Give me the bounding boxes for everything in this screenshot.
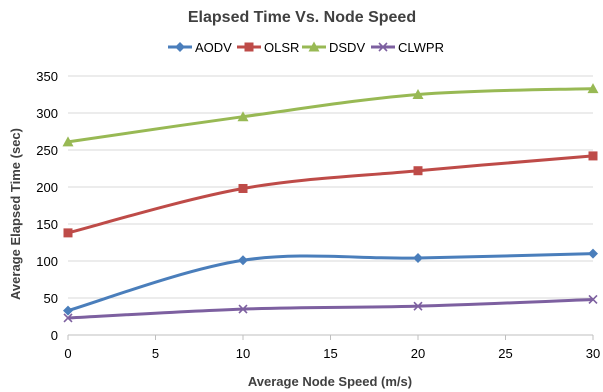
data-point-clwpr [63, 313, 73, 323]
x-tick-label: 25 [498, 346, 512, 361]
axes [67, 334, 594, 340]
legend-label: CLWPR [398, 40, 444, 55]
data-point-aodv [63, 305, 73, 316]
x-tick-label: 10 [236, 346, 250, 361]
legend: AODV OLSR DSDV CLWPR [168, 40, 444, 55]
legend-marker-aodv [175, 42, 185, 52]
legend-marker-clwpr [378, 42, 388, 52]
data-point-dsdv [62, 136, 74, 147]
series-dsdv [62, 83, 599, 147]
data-point-olsr [63, 228, 73, 238]
x-tick-labels: 0 5 10 15 20 25 30 [64, 346, 600, 361]
legend-item-clwpr: CLWPR [371, 40, 444, 55]
data-point-dsdv [412, 89, 424, 99]
x-tick-label: 30 [586, 346, 600, 361]
y-tick-labels: 0 50 100 150 200 250 300 350 [36, 69, 58, 343]
series-line-olsr [67, 154, 594, 235]
series-aodv [63, 248, 598, 316]
series-olsr [63, 151, 598, 238]
y-tick-label: 250 [36, 143, 58, 158]
series-line-clwpr [67, 297, 594, 320]
y-tick-label: 150 [36, 217, 58, 232]
data-point-clwpr [588, 294, 598, 305]
y-tick-label: 200 [36, 180, 58, 195]
data-point-aodv [238, 255, 248, 266]
chart-title: Elapsed Time Vs. Node Speed [188, 9, 416, 26]
series-line-dsdv [67, 87, 594, 144]
legend-item-dsdv: DSDV [302, 40, 365, 55]
data-point-aodv [588, 248, 598, 259]
legend-label: OLSR [264, 40, 299, 55]
x-axis-title: Average Node Speed (m/s) [248, 374, 412, 389]
y-tick-label: 50 [44, 291, 58, 306]
data-point-aodv [413, 253, 423, 264]
data-point-clwpr [238, 304, 248, 314]
legend-label: DSDV [329, 40, 365, 55]
data-point-dsdv [237, 111, 249, 122]
x-tick-label: 0 [64, 346, 71, 361]
data-point-olsr [413, 166, 423, 176]
y-tick-label: 100 [36, 254, 58, 269]
data-point-olsr [238, 183, 248, 193]
y-tick-label: 300 [36, 106, 58, 121]
legend-item-aodv: AODV [168, 40, 232, 55]
legend-marker-olsr [244, 42, 254, 52]
series-group [62, 83, 599, 323]
x-tick-label: 15 [323, 346, 337, 361]
legend-marker-dsdv [308, 41, 320, 52]
series-clwpr [63, 294, 598, 323]
data-point-olsr [588, 151, 598, 161]
series-line-aodv [67, 252, 594, 313]
y-tick-label: 0 [51, 328, 58, 343]
data-point-dsdv [587, 83, 599, 94]
legend-label: AODV [195, 40, 232, 55]
y-tick-label: 350 [36, 69, 58, 84]
y-axis-title: Average Elapsed Time (sec) [8, 128, 23, 300]
data-point-clwpr [413, 301, 423, 311]
gridlines [68, 75, 593, 299]
x-tick-label: 20 [411, 346, 425, 361]
legend-item-olsr: OLSR [237, 40, 299, 55]
x-tick-label: 5 [152, 346, 159, 361]
